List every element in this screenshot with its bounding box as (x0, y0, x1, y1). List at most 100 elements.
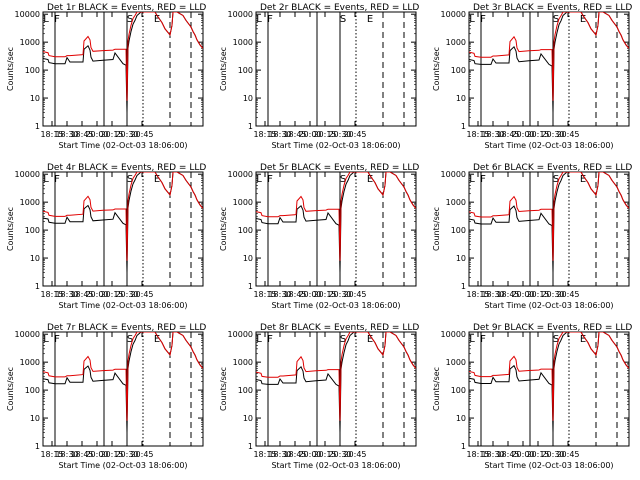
y-axis-label: Counts/sec (219, 207, 228, 251)
annotation-E: E (367, 14, 373, 25)
series-lld-line (43, 332, 203, 421)
series-group (256, 172, 416, 273)
y-tick-label: 10000 (441, 330, 466, 339)
plot-frame (255, 331, 417, 447)
x-tick-label: 18:30 (268, 130, 291, 139)
y-tick-label: 10 (30, 94, 40, 103)
x-tick-label: 18:15 (40, 450, 63, 459)
series-lld-line (256, 172, 416, 261)
y-axis-label: Counts/sec (6, 207, 15, 251)
annotation-F: F (267, 174, 273, 185)
x-tick-label: 18:45 (283, 450, 306, 459)
x-tick-label: 20:45 (556, 450, 579, 459)
plot-frame (42, 331, 204, 447)
panel-title: Det 1r BLACK = Events, RED = LLD (47, 3, 206, 13)
detector-panel-1: Det 1r BLACK = Events, RED = LLD 1 10 100 10… (6, 3, 206, 150)
x-axis-label: Start Time (02-Oct-03 18:06:00) (58, 141, 187, 150)
series-events-line (43, 172, 203, 273)
detector-panel-9: Det 9r BLACK = Events, RED = LLD 1 10 100 10… (432, 323, 632, 470)
annotation-L: L (256, 334, 262, 345)
annotation-F: F (54, 334, 60, 345)
y-tick-label: 100 (238, 66, 253, 75)
y-tick-label: 10 (243, 254, 253, 263)
x-tick-label: 18:15 (253, 450, 276, 459)
x-axis-label: Start Time (02-Oct-03 18:06:00) (271, 461, 400, 470)
series-events-line (469, 172, 629, 273)
annotation-E: E (367, 174, 373, 185)
x-tick-label: 20:15 (100, 130, 123, 139)
y-tick-label: 100 (238, 386, 253, 395)
x-axis-label: Start Time (02-Oct-03 18:06:00) (271, 141, 400, 150)
series-group (256, 332, 416, 433)
series-group (43, 332, 203, 433)
x-tick-label: 18:30 (268, 450, 291, 459)
x-tick-label: 20:15 (313, 450, 336, 459)
y-tick-label: 10000 (15, 330, 40, 339)
series-group (43, 12, 203, 113)
y-axis-label: Counts/sec (432, 47, 441, 91)
annotation-L: L (43, 334, 49, 345)
y-axis-label: Counts/sec (219, 367, 228, 411)
y-tick-label: 10000 (441, 170, 466, 179)
x-tick-label: 20:30 (115, 450, 138, 459)
y-tick-label: 1 (248, 282, 253, 291)
detector-panel-2: Det 2r BLACK = Events, RED = LLD 1 10 100 10… (219, 3, 419, 150)
x-tick-label: 18:45 (283, 290, 306, 299)
annotation-L: L (469, 174, 475, 185)
x-tick-label: 20:00 (85, 290, 108, 299)
x-tick-label: 18:45 (496, 130, 519, 139)
annotation-F: F (54, 14, 60, 25)
y-tick-label: 10 (30, 254, 40, 263)
series-events-line (256, 172, 416, 273)
y-tick-label: 100 (25, 66, 40, 75)
series-lld-line (256, 332, 416, 421)
annotation-E: E (154, 14, 160, 25)
y-tick-label: 1000 (233, 198, 253, 207)
y-tick-label: 100 (25, 226, 40, 235)
x-tick-label: 20:45 (130, 450, 153, 459)
x-tick-label: 20:45 (343, 130, 366, 139)
y-axis-label: Counts/sec (219, 47, 228, 91)
annotation-L: L (469, 334, 475, 345)
x-tick-label: 18:45 (496, 290, 519, 299)
series-lld-line (43, 172, 203, 261)
x-tick-label: 20:30 (328, 130, 351, 139)
series-group (43, 172, 203, 273)
x-tick-label: 18:15 (466, 130, 489, 139)
annotation-L: L (256, 14, 262, 25)
series-lld-line (469, 332, 629, 421)
panel-title: Det 8r BLACK = Events, RED = LLD (260, 323, 419, 333)
annotation-F: F (480, 334, 486, 345)
y-tick-label: 100 (25, 386, 40, 395)
annotation-S: S (340, 174, 346, 185)
x-tick-label: 20:00 (298, 290, 321, 299)
x-tick-label: 20:30 (541, 290, 564, 299)
annotation-S: S (553, 174, 559, 185)
x-tick-label: 20:30 (541, 450, 564, 459)
y-tick-label: 10 (30, 414, 40, 423)
x-tick-label: 18:15 (40, 290, 63, 299)
x-tick-label: 18:15 (466, 450, 489, 459)
annotation-S: S (340, 14, 346, 25)
annotation-E: E (367, 334, 373, 345)
plot-frame (255, 11, 417, 127)
detector-panel-3: Det 3r BLACK = Events, RED = LLD 1 10 100 10… (432, 3, 632, 150)
y-tick-label: 1000 (446, 198, 466, 207)
x-tick-label: 20:15 (313, 290, 336, 299)
y-tick-label: 10000 (441, 10, 466, 19)
series-lld-line (43, 12, 203, 101)
x-tick-label: 18:45 (496, 450, 519, 459)
series-group (469, 12, 629, 113)
plot-frame (468, 11, 630, 127)
annotation-S: S (553, 14, 559, 25)
x-tick-label: 20:00 (85, 450, 108, 459)
x-axis-label: Start Time (02-Oct-03 18:06:00) (484, 461, 613, 470)
y-tick-label: 10000 (228, 330, 253, 339)
y-tick-label: 10 (243, 414, 253, 423)
y-tick-label: 1 (248, 122, 253, 131)
annotation-S: S (340, 334, 346, 345)
y-tick-label: 10 (456, 254, 466, 263)
y-tick-label: 100 (451, 386, 466, 395)
series-events-line (469, 332, 629, 433)
annotation-E: E (580, 14, 586, 25)
